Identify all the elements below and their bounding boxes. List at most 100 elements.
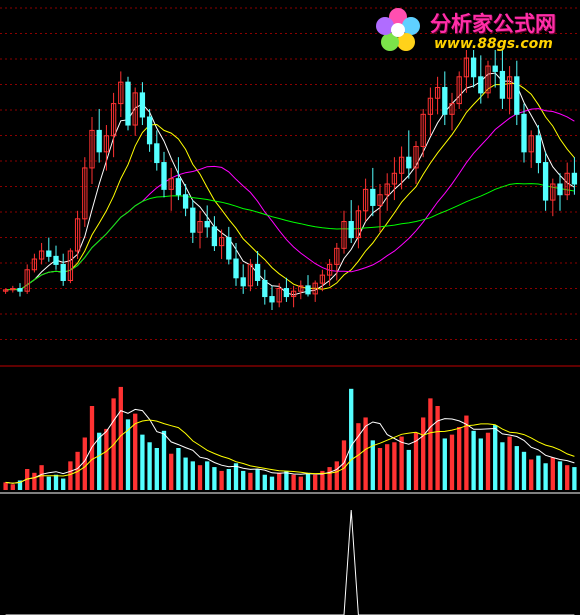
volume-bar <box>399 436 404 490</box>
volume-bar <box>435 406 440 490</box>
volume-bar <box>248 472 253 490</box>
candle-body <box>290 290 297 298</box>
flower-icon <box>376 8 420 51</box>
volume-bar <box>176 448 181 490</box>
volume-bar <box>205 461 210 490</box>
volume-bar <box>305 472 311 490</box>
candle-body <box>499 70 506 99</box>
volume-bar <box>449 434 455 490</box>
candle-body <box>118 81 124 105</box>
volume-bar <box>521 451 527 490</box>
volume-bar <box>241 470 246 490</box>
volume-bar <box>154 448 159 490</box>
watermark-title: 分析家公式网 <box>430 12 556 36</box>
volume-bar <box>212 467 217 490</box>
volume-bar <box>363 417 368 490</box>
volume-bar <box>291 474 296 490</box>
candle-body <box>125 81 131 126</box>
candle-body <box>391 172 398 185</box>
volume-bar <box>471 430 476 490</box>
volume-moving-averages <box>5 408 575 484</box>
volume-bar <box>550 457 555 490</box>
candle-body <box>535 135 542 164</box>
candle-body <box>398 156 405 174</box>
volume-ma5-line <box>5 408 575 484</box>
candle-body <box>89 129 95 169</box>
candle-body <box>96 129 102 153</box>
candle-body <box>305 285 311 295</box>
volume-bar <box>493 425 498 490</box>
volume-bar <box>500 442 505 490</box>
volume-bar <box>385 444 390 490</box>
volume-bar <box>197 465 203 490</box>
price-candles <box>2 50 578 310</box>
candle-body <box>514 76 520 115</box>
watermark-url: www.88gs.com <box>434 36 553 52</box>
volume-bar <box>147 442 152 490</box>
price-moving-averages <box>5 72 575 296</box>
volume-ma10-line <box>5 419 575 484</box>
volume-bar <box>161 430 167 490</box>
candle-body <box>456 76 462 105</box>
volume-bar <box>3 482 8 490</box>
candle-body <box>276 288 282 303</box>
volume-bar <box>233 463 239 490</box>
volume-bar <box>183 457 188 490</box>
volume-bar <box>478 438 483 490</box>
candle-body <box>298 285 304 292</box>
candle-body <box>132 92 138 126</box>
candle-body <box>110 103 117 137</box>
candle-body <box>254 263 261 281</box>
candle-body <box>247 263 254 287</box>
candle-body <box>190 207 196 233</box>
candle-body <box>233 258 239 279</box>
volume-bar <box>82 437 87 490</box>
volume-bars <box>3 386 577 490</box>
volume-bar <box>406 449 411 490</box>
volume-bar <box>543 463 548 490</box>
candle-body <box>182 194 189 209</box>
volume-bar <box>277 472 282 490</box>
candle-body <box>103 135 110 153</box>
volume-bar <box>284 470 289 490</box>
candle-body <box>10 288 16 291</box>
candle-body <box>564 172 570 196</box>
candle-body <box>139 92 146 118</box>
candle-body <box>377 194 383 206</box>
volume-bar <box>413 432 419 490</box>
volume-bar <box>464 415 469 490</box>
volume-bar <box>140 434 145 490</box>
candle-body <box>521 113 527 153</box>
watermark-logo: 分析家公式网 www.88gs.com <box>374 4 574 56</box>
volume-bar <box>10 484 15 490</box>
ma5-line <box>5 72 575 296</box>
candle-body <box>406 156 412 169</box>
ma60-line <box>5 182 575 291</box>
volume-bar <box>565 465 570 490</box>
candle-body <box>470 57 477 78</box>
candle-body <box>161 162 167 190</box>
volume-bar <box>46 476 51 490</box>
candle-body <box>31 258 38 271</box>
candle-body <box>542 162 549 201</box>
candle-body <box>478 76 484 94</box>
volume-bar <box>557 461 563 490</box>
indicator-signal-line <box>5 509 575 615</box>
volume-bar <box>262 474 267 490</box>
candle-body <box>348 221 354 239</box>
volume-bar <box>428 398 433 490</box>
volume-bar <box>133 413 138 490</box>
candle-body <box>341 221 347 249</box>
candle-body <box>269 296 275 303</box>
candle-body <box>355 210 362 239</box>
volume-bar <box>255 469 260 490</box>
candle-body <box>226 237 232 260</box>
candle-body <box>571 172 578 185</box>
volume-bar <box>61 478 66 490</box>
candle-body <box>506 76 513 99</box>
candle-body <box>2 289 9 292</box>
candle-body <box>370 188 376 206</box>
candle-body <box>204 221 210 228</box>
candle-body <box>60 263 66 281</box>
candle-body <box>262 279 268 298</box>
